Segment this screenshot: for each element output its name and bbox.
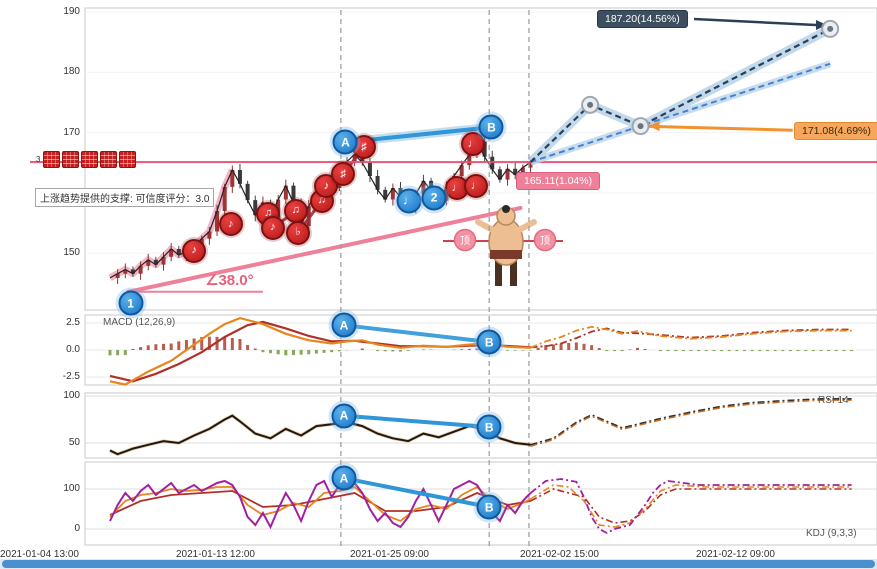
note-marker[interactable]: ♩ [461,132,486,157]
y-tick-label: 0 [74,523,80,534]
x-tick-label: 2021-01-04 13:00 [0,549,79,560]
note-marker[interactable]: ♪ [314,174,339,199]
scrollbar-thumb[interactable] [2,560,875,568]
rsi-indicator-label: RSI 14 [818,395,849,406]
kdj-marker-B[interactable]: B [476,494,502,520]
trend-angle-label: ∠38.0° [205,272,254,289]
note-marker[interactable]: ♪ [260,215,285,240]
wave-marker-B[interactable]: B [478,114,504,140]
kdj-marker-A[interactable]: A [331,465,357,491]
double-top-illustration: 顶顶 [443,205,563,286]
macd-indicator-label: MACD (12,26,9) [103,317,176,328]
svg-text:顶: 顶 [540,235,550,247]
note-marker[interactable]: ♪ [182,238,207,263]
x-tick-label: 2021-02-02 15:00 [520,549,599,560]
signal-stamp-icon[interactable] [119,151,137,168]
y-tick-label: 190 [63,5,80,17]
wave-marker-1[interactable]: 1 [118,290,144,316]
kdj-indicator-label: KDJ (9,3,3) [806,528,857,539]
note-marker[interactable]: ♪ [218,212,243,237]
x-tick-label: 2021-02-12 09:00 [696,549,775,560]
chart-canvas[interactable]: 顶顶 [0,0,877,556]
horizontal-scrollbar[interactable] [0,559,877,569]
svg-text:顶: 顶 [460,235,470,247]
y-tick-label: 50 [68,436,80,448]
signal-stamp-icon[interactable] [43,151,61,168]
x-tick-label: 2021-01-13 12:00 [176,549,255,560]
macd-marker-B[interactable]: B [476,329,502,355]
note-marker[interactable]: ♭ [286,220,311,245]
x-tick-label: 2021-01-25 09:00 [350,549,429,560]
signal-stamp-icon[interactable] [100,151,118,168]
wave-marker-A[interactable]: A [332,129,358,155]
y-tick-label: 150 [63,247,80,259]
signal-stamps: 3 [36,151,137,168]
stamp-count-label: 3 [36,155,41,164]
signal-stamp-icon[interactable] [81,151,99,168]
y-tick-label: -2.5 [62,371,80,382]
mid-target-tooltip: 171.08(4.69%) [794,122,877,140]
price-target-tooltip: 187.20(14.56%) [597,10,688,28]
signal-stamp-icon[interactable] [62,151,80,168]
y-tick-label: 180 [63,66,80,78]
wave-marker-♩[interactable]: ♩ [396,188,422,214]
support-confidence-label: 上涨趋势提供的支撑: 可信度评分：3.0 [35,188,215,207]
note-marker[interactable]: ♫ [283,198,308,223]
y-tick-label: 0.0 [66,344,80,355]
y-tick-label: 100 [63,390,80,401]
macd-marker-A[interactable]: A [331,312,357,338]
rsi-marker-B[interactable]: B [476,414,502,440]
y-tick-label: 170 [63,126,80,138]
note-marker[interactable]: ♯ [331,162,356,187]
wave-marker-2[interactable]: 2 [421,185,447,211]
y-tick-label: 100 [63,483,80,494]
note-marker[interactable]: ♩ [464,174,489,199]
current-price-tooltip: 165.11(1.04%) [516,172,601,190]
y-tick-label: 2.5 [66,316,80,328]
rsi-marker-A[interactable]: A [331,403,357,429]
